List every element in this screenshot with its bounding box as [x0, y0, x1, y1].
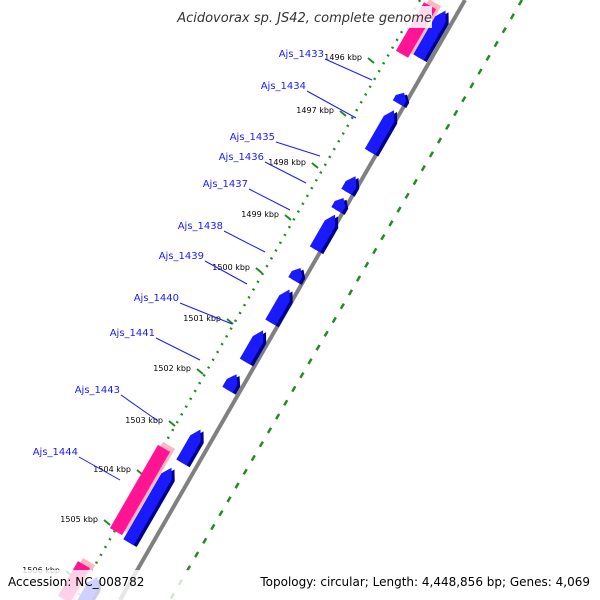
gene-arrow[interactable] [341, 176, 360, 197]
scale-tick-label: 1504 kbp [93, 465, 131, 474]
gene-arrow[interactable] [288, 267, 306, 285]
scale-tick [367, 57, 375, 64]
scale-tick [255, 267, 263, 274]
scale-tick-label: 1499 kbp [241, 210, 279, 219]
scale-tick-label: 1500 kbp [212, 263, 250, 272]
scale-tick-label: 1498 kbp [268, 158, 306, 167]
gene-leader-line [155, 337, 201, 361]
accession-text: Accession: NC_008782 [8, 575, 144, 589]
feature-bar-face [109, 444, 171, 536]
feature-layer [57, 0, 442, 600]
gene-leader-line [264, 161, 307, 184]
scale-tick [226, 318, 234, 325]
gene-arrow-face [176, 429, 201, 466]
gene-arrow[interactable] [265, 289, 293, 328]
gene-arrow-face [265, 289, 290, 326]
leader-layer [78, 58, 373, 481]
gene-leader-line [223, 230, 266, 253]
scale-tick [311, 162, 319, 169]
gene-label[interactable]: Ajs_1438 [178, 221, 223, 232]
genome-summary: Topology: circular; Length: 4,448,856 bp… [259, 575, 590, 589]
gene-arrow-face [364, 110, 395, 155]
gene-label[interactable]: Ajs_1436 [219, 152, 264, 163]
gene-leader-line [120, 394, 159, 422]
gene-arrow[interactable] [413, 10, 449, 63]
gene-label[interactable]: Ajs_1444 [33, 447, 78, 458]
gene-arrow-face [413, 10, 446, 61]
scale-tick-label: 1502 kbp [153, 364, 191, 373]
footer-backdrop [0, 570, 600, 600]
scale-tick [103, 519, 111, 526]
gene-label[interactable]: Ajs_1437 [203, 179, 248, 190]
gene-arrow-face [309, 214, 336, 253]
label-layer: Ajs_1433 Ajs_1434 Ajs_1435 Ajs_1436 Ajs_1437… [33, 49, 324, 458]
scale-tick-label: 1501 kbp [183, 314, 221, 323]
gene-leader-line [248, 188, 291, 211]
gene-label[interactable]: Ajs_1434 [261, 81, 306, 92]
gene-label[interactable]: Ajs_1435 [230, 132, 275, 143]
gene-arrow[interactable] [364, 110, 398, 157]
gene-arrow[interactable] [239, 330, 267, 367]
scale-tick-label: 1497 kbp [296, 106, 334, 115]
scale-tick [339, 110, 347, 117]
gene-leader-line [275, 141, 321, 157]
title-backdrop [160, 6, 432, 28]
gene-label[interactable]: Ajs_1441 [110, 328, 155, 339]
gene-label[interactable]: Ajs_1440 [134, 293, 179, 304]
feature-bar[interactable] [109, 441, 176, 536]
scale-tick-label: 1505 kbp [60, 515, 98, 524]
scale-tick-label: 1503 kbp [125, 416, 163, 425]
gene-label[interactable]: Ajs_1439 [159, 251, 204, 262]
gene-arrow-face [392, 92, 407, 107]
gene-arrow-face [288, 267, 303, 284]
gene-arrow[interactable] [392, 92, 410, 108]
gene-arrow-face [239, 330, 264, 365]
gene-arrow[interactable] [309, 214, 339, 255]
gene-leader-line [306, 90, 357, 119]
gene-arrow-face [222, 374, 238, 393]
scale-tick [284, 214, 292, 221]
outer-dashed-track [168, 0, 524, 600]
gene-arrow-face [341, 176, 357, 195]
scale-tick-label: 1496 kbp [324, 53, 362, 62]
gene-arrow[interactable] [222, 374, 241, 395]
gene-arrow-face [331, 197, 346, 214]
tick-layer: 1496 kbp 1497 kbp 1498 kbp 1499 kbp 1500 kbp… [22, 53, 375, 577]
gene-arrow[interactable] [331, 197, 349, 215]
page-title: Acidovorax sp. JS42, complete genome [176, 11, 432, 26]
gene-arrow[interactable] [176, 429, 204, 468]
gene-arrow-face [123, 467, 172, 546]
gene-leader-line [324, 58, 373, 81]
gene-label[interactable]: Ajs_1443 [75, 385, 120, 396]
gene-label[interactable]: Ajs_1433 [279, 49, 324, 60]
scale-tick [168, 420, 176, 427]
gene-arrow[interactable] [123, 467, 175, 548]
gene-leader-line [179, 302, 233, 325]
gene-leader-line [204, 260, 248, 285]
gene-leader-line [78, 456, 121, 481]
scale-tick [196, 368, 204, 375]
